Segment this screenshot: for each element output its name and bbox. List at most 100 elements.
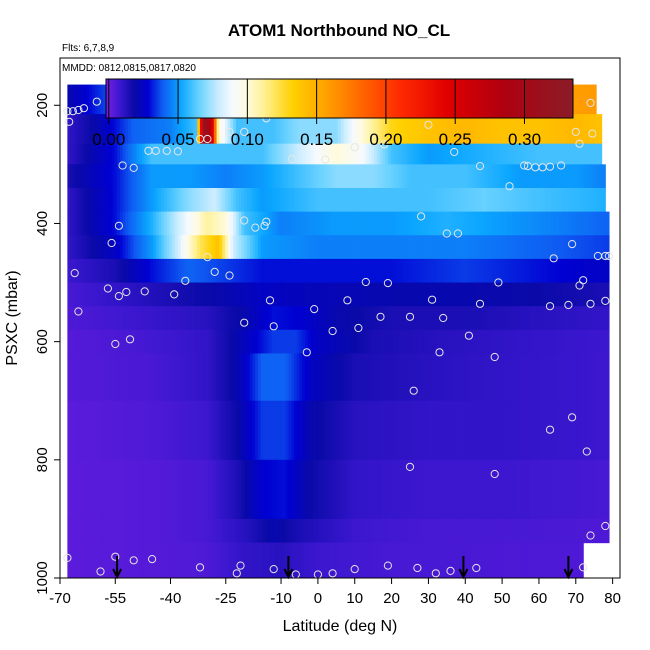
heatmap-cell [517,329,522,355]
colorbar: 0.00 0.05 0.10 0.15 0.20 0.25 0.30 [92,78,574,149]
sample-marker [435,348,444,357]
heatmap-cell [166,282,171,307]
heatmap-cell [351,400,356,461]
heatmap-cell [263,329,267,355]
heatmap-cell [556,518,560,544]
heatmap-cell [567,282,571,307]
heatmap-cell [470,306,475,331]
heatmap-cell [528,306,533,331]
heatmap-cell [114,235,118,260]
heatmap-cell [255,143,259,165]
heatmap-cell [470,459,475,520]
heatmap-cell [374,518,378,544]
heatmap-cell [103,542,107,578]
heatmap-cell [531,306,535,331]
heatmap-cell [396,188,400,213]
heatmap-cell [376,164,381,189]
heatmap-cell [208,235,212,260]
heatmap-cell [509,542,513,578]
heatmap-cell [177,306,182,331]
heatmap-cell [255,114,259,145]
heatmap-cell [293,518,298,544]
heatmap-cell [227,306,231,331]
heatmap-cell [108,282,113,307]
heatmap-cell [86,400,91,461]
heatmap-cell [553,258,558,284]
heatmap-cell [349,306,353,331]
heatmap-cell [423,282,428,307]
heatmap-cell [570,459,574,520]
heatmap-cell [260,542,265,578]
heatmap-cell [321,542,325,578]
heatmap-cell [437,400,441,461]
heatmap-cell [426,235,430,260]
heatmap-cell [476,164,480,189]
heatmap-cell [550,329,555,355]
heatmap-cell [219,542,223,578]
heatmap-cell [421,188,425,213]
heatmap-cell [363,542,367,578]
heatmap-cell [153,188,157,213]
heatmap-cell [385,400,389,461]
heatmap-cell [537,211,541,236]
x-tick-label: 50 [494,590,511,607]
heatmap-cell [241,282,245,307]
heatmap-cell [379,164,383,189]
heatmap-cell [589,518,593,544]
heatmap-cell [448,459,453,520]
heatmap-cell [584,211,588,236]
heatmap-cell [327,400,331,461]
heatmap-cell [103,306,107,331]
heatmap-cell [260,258,265,284]
heatmap-cell [144,459,149,520]
heatmap-cell [169,114,173,145]
heatmap-cell [313,400,317,461]
heatmap-cell [310,211,314,236]
heatmap-layer [67,188,606,213]
heatmap-cell [307,188,312,213]
heatmap-cell [492,306,497,331]
heatmap-cell [401,164,406,189]
heatmap-cell [100,282,104,307]
heatmap-cell [335,258,339,284]
heatmap-cell [89,114,93,145]
heatmap-cell [293,143,298,165]
heatmap-cell [581,518,585,544]
heatmap-cell [103,143,107,165]
heatmap-cell [216,211,220,236]
heatmap-cell [313,459,317,520]
heatmap-cell [296,306,301,331]
heatmap-cell [150,143,154,165]
heatmap-cell [495,542,500,578]
heatmap-cell [432,258,436,284]
heatmap-cell [548,306,552,331]
heatmap-cell [407,258,411,284]
heatmap-cell [564,164,569,189]
heatmap-cell [81,306,85,331]
heatmap-cell [329,188,334,213]
heatmap-cell [357,188,361,213]
heatmap-cell [271,306,276,331]
heatmap-cell [307,211,312,236]
heatmap-cell [155,282,160,307]
heatmap-cell [487,282,491,307]
sample-marker [413,563,422,573]
heatmap-cell [465,459,469,520]
heatmap-cell [584,306,588,331]
x-tick-label: -10 [270,590,292,607]
heatmap-cell [194,188,198,213]
heatmap-cell [83,188,88,213]
heatmap-cell [141,353,146,402]
heatmap-cell [385,329,389,355]
heatmap-cell [578,143,582,165]
heatmap-cell [523,164,527,189]
heatmap-cell [338,258,342,284]
heatmap-cell [238,211,243,236]
heatmap-cell [448,329,453,355]
heatmap-cell [481,114,486,145]
heatmap-cell [432,164,436,189]
heatmap-cell [343,235,348,260]
heatmap-cell [70,353,74,402]
heatmap-cell [357,164,361,189]
y-tick-label: 800 [34,447,51,472]
